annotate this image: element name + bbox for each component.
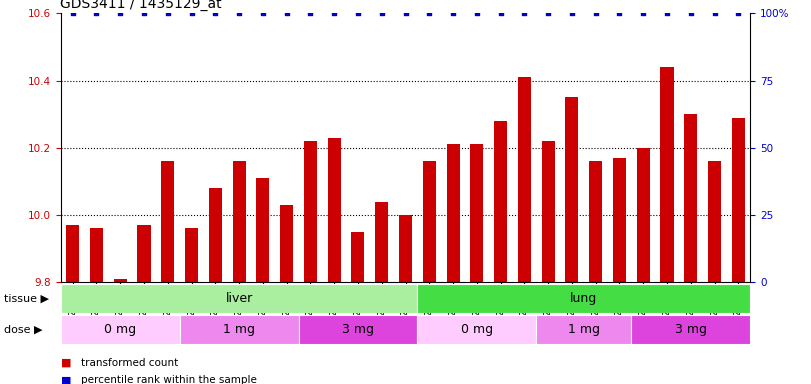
Text: transformed count: transformed count [81, 358, 178, 368]
Text: ■: ■ [61, 358, 71, 368]
Point [185, 10, 198, 17]
Text: 3 mg: 3 mg [675, 323, 706, 336]
Bar [589, 161, 603, 282]
Bar [631, 315, 750, 344]
Bar [304, 141, 317, 282]
Bar [161, 161, 174, 282]
Point [732, 10, 744, 17]
Point [90, 10, 103, 17]
Bar [114, 279, 127, 282]
Bar [280, 205, 294, 282]
Point [114, 10, 127, 17]
Point [542, 10, 555, 17]
Bar [185, 228, 198, 282]
Text: liver: liver [225, 292, 253, 305]
Point [209, 10, 222, 17]
Point [470, 10, 483, 17]
Point [399, 10, 412, 17]
Point [589, 10, 602, 17]
Bar [637, 148, 650, 282]
Point [67, 10, 79, 17]
Bar [423, 161, 436, 282]
Bar [180, 315, 298, 344]
Bar [298, 315, 418, 344]
Point [708, 10, 721, 17]
Bar [256, 178, 269, 282]
Text: 0 mg: 0 mg [461, 323, 493, 336]
Bar [613, 158, 626, 282]
Bar [418, 284, 750, 313]
Text: tissue ▶: tissue ▶ [4, 293, 49, 304]
Text: 1 mg: 1 mg [223, 323, 255, 336]
Point [138, 10, 151, 17]
Bar [684, 114, 697, 282]
Bar [418, 315, 536, 344]
Bar [732, 118, 744, 282]
Bar [494, 121, 507, 282]
Point [233, 10, 246, 17]
Bar [470, 144, 483, 282]
Point [351, 10, 364, 17]
Point [375, 10, 388, 17]
Point [328, 10, 341, 17]
Bar [138, 225, 151, 282]
Point [565, 10, 578, 17]
Bar [517, 77, 531, 282]
Point [161, 10, 174, 17]
Bar [565, 98, 578, 282]
Text: ■: ■ [61, 375, 71, 384]
Bar [233, 161, 246, 282]
Bar [328, 138, 341, 282]
Point [423, 10, 436, 17]
Bar [399, 215, 412, 282]
Bar [61, 315, 180, 344]
Bar [708, 161, 721, 282]
Bar [61, 284, 418, 313]
Bar [536, 315, 631, 344]
Text: GDS3411 / 1435129_at: GDS3411 / 1435129_at [60, 0, 221, 11]
Point [613, 10, 626, 17]
Text: 1 mg: 1 mg [568, 323, 600, 336]
Text: 0 mg: 0 mg [104, 323, 136, 336]
Text: dose ▶: dose ▶ [4, 324, 42, 334]
Bar [660, 67, 673, 282]
Bar [67, 225, 79, 282]
Point [684, 10, 697, 17]
Text: lung: lung [570, 292, 598, 305]
Point [660, 10, 673, 17]
Bar [542, 141, 555, 282]
Point [447, 10, 460, 17]
Text: 3 mg: 3 mg [342, 323, 374, 336]
Bar [90, 228, 103, 282]
Point [256, 10, 269, 17]
Point [518, 10, 531, 17]
Text: percentile rank within the sample: percentile rank within the sample [81, 375, 257, 384]
Point [280, 10, 293, 17]
Bar [447, 144, 460, 282]
Point [637, 10, 650, 17]
Point [494, 10, 507, 17]
Bar [351, 232, 364, 282]
Bar [375, 202, 388, 282]
Bar [208, 188, 222, 282]
Point [304, 10, 317, 17]
